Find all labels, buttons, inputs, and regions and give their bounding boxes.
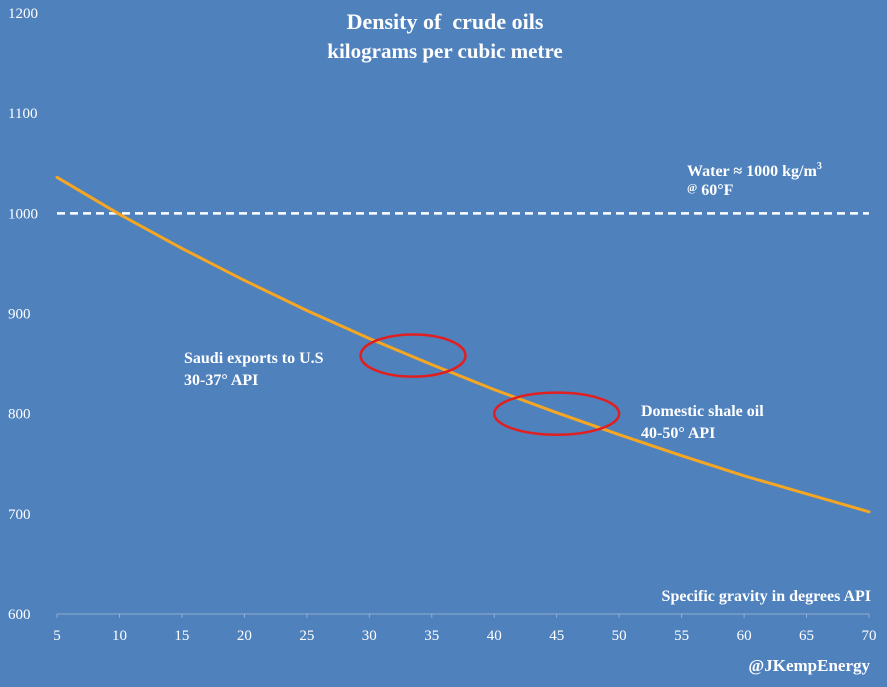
water-reference-label-2: @ 60°F	[687, 182, 734, 199]
shale-oil-ellipse	[492, 391, 621, 436]
shale-oil-api-range: 40-50° API	[641, 425, 715, 442]
x-tick-label: 30	[362, 628, 377, 644]
x-tick-label: 20	[237, 628, 252, 644]
x-tick-label: 40	[487, 628, 502, 644]
shale-oil-label: Domestic shale oil	[641, 403, 764, 420]
y-tick-label: 1200	[8, 6, 38, 22]
saudi-exports-label: Saudi exports to U.S	[184, 350, 324, 367]
x-tick-label: 5	[53, 628, 61, 644]
y-tick-label: 1000	[8, 206, 38, 222]
y-tick-label: 900	[8, 307, 31, 323]
x-axis-tick-marks	[56, 614, 870, 618]
x-tick-label: 70	[862, 628, 877, 644]
x-axis-label: Specific gravity in degrees API	[662, 588, 871, 605]
chart-title: Density of crude oils	[347, 9, 544, 34]
chart-subtitle: kilograms per cubic metre	[327, 39, 562, 63]
x-tick-label: 65	[799, 628, 814, 644]
y-tick-label: 600	[8, 607, 31, 623]
density-series-line	[55, 175, 871, 514]
x-tick-label: 45	[549, 628, 564, 644]
y-tick-label: 1100	[8, 106, 37, 122]
x-tick-label: 25	[299, 628, 314, 644]
x-tick-label: 15	[174, 628, 189, 644]
water-reference-label: Water ≈ 1000 kg/m3	[687, 161, 822, 180]
credit-label: @JKempEnergy	[748, 656, 870, 675]
x-tick-label: 50	[612, 628, 627, 644]
x-axis-tick-labels: 5 10 15 20 25 30 35 40 45 50 55 60 65 70	[53, 628, 876, 644]
x-tick-label: 60	[737, 628, 752, 644]
x-tick-label: 10	[112, 628, 127, 644]
saudi-exports-api-range: 30-37° API	[184, 372, 258, 389]
y-tick-label: 800	[8, 407, 31, 423]
y-tick-label: 700	[8, 507, 31, 523]
x-tick-label: 55	[674, 628, 689, 644]
saudi-exports-ellipse	[359, 333, 467, 378]
x-tick-label: 35	[424, 628, 439, 644]
y-axis-tick-labels: 600 700 800 900 1000 1100 1200	[8, 6, 38, 623]
